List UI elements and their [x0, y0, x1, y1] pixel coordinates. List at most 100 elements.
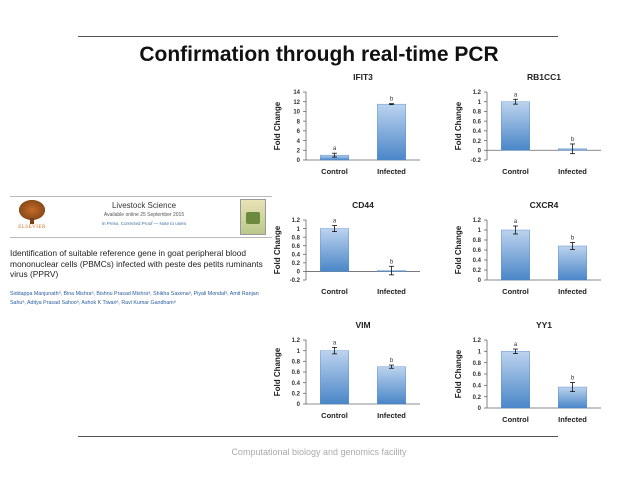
y-tick-label: 0 — [297, 158, 301, 164]
y-tick-label: 0.2 — [292, 261, 301, 267]
chart-title: RB1CC1 — [527, 72, 561, 82]
x-category-label: Infected — [558, 415, 587, 424]
y-tick-label: 1 — [478, 100, 482, 106]
chart-title: CXCR4 — [530, 200, 559, 210]
bar-infected — [377, 366, 406, 405]
y-tick-label: 14 — [293, 90, 300, 96]
significance-label: a — [333, 340, 337, 346]
significance-label: b — [390, 358, 394, 364]
bottom-rule — [78, 436, 558, 437]
x-category-label: Infected — [377, 167, 406, 176]
y-tick-label: 0.8 — [473, 110, 482, 116]
y-tick-label: 1.2 — [292, 218, 301, 224]
significance-label: a — [333, 219, 337, 225]
author-list[interactable]: Siddappa Manjunathᵃ, Bina Mishraᵃ, Bishn… — [10, 290, 259, 306]
y-axis-label: Fold Change — [454, 101, 463, 150]
chart-rb1cc1: RB1CC1 Fold Change -0.2 0 0.2 0.4 0.6 0.8 1 1.2 a C… — [454, 72, 601, 176]
chart-ifit3: IFIT3 Fold Change 0 2 4 6 8 10 12 14 a Control b Infe… — [273, 72, 420, 176]
y-tick-label: 1.2 — [292, 338, 301, 344]
y-tick-label: 10 — [293, 110, 300, 116]
significance-label: a — [514, 219, 518, 225]
bar-control — [320, 228, 349, 272]
x-category-label: Infected — [558, 287, 587, 296]
tree-icon — [19, 200, 45, 220]
y-tick-label: 1 — [478, 350, 482, 356]
paper-title: Identification of suitable reference gen… — [10, 248, 263, 279]
significance-label: b — [571, 137, 575, 143]
y-tick-label: 1.2 — [473, 218, 482, 224]
y-tick-label: 6 — [297, 129, 301, 135]
y-tick-label: 0.4 — [473, 384, 482, 390]
y-tick-label: 0.4 — [292, 381, 301, 387]
x-category-label: Control — [502, 287, 529, 296]
press-note-link[interactable]: In Press, Corrected Proof — Note to user… — [101, 221, 187, 226]
bar-infected — [377, 103, 406, 161]
chart-title: IFIT3 — [353, 72, 373, 82]
chart-yy1: YY1 Fold Change 0 0.2 0.4 0.6 0.8 1 1.2 a Control b… — [454, 320, 601, 424]
journal-name[interactable]: Livestock Science — [111, 201, 177, 210]
y-tick-label: 0 — [478, 278, 482, 284]
y-tick-label: 0 — [478, 148, 482, 154]
x-category-label: Infected — [377, 411, 406, 420]
y-tick-label: 0.4 — [473, 129, 482, 135]
significance-label: b — [390, 259, 394, 265]
chart-cd44: CD44 Fold Change -0.2 0 0.2 0.4 0.6 0.8 1 1.2 a Con… — [273, 200, 420, 296]
y-tick-label: 1 — [478, 228, 482, 234]
y-tick-label: 2 — [297, 148, 301, 154]
y-tick-label: 0.2 — [473, 139, 482, 145]
y-tick-label: 0 — [297, 402, 301, 408]
y-tick-label: 0.8 — [292, 360, 301, 366]
y-tick-label: 0.6 — [473, 372, 482, 378]
y-tick-label: 0.8 — [292, 235, 301, 241]
significance-label: b — [390, 97, 394, 103]
x-category-label: Control — [502, 415, 529, 424]
y-tick-label: 1.2 — [473, 338, 482, 344]
x-category-label: Control — [321, 287, 348, 296]
top-rule — [78, 36, 558, 37]
significance-label: b — [571, 376, 575, 382]
significance-label: b — [571, 236, 575, 242]
y-tick-label: 1.2 — [473, 90, 482, 96]
y-tick-label: 0.8 — [473, 238, 482, 244]
y-tick-label: 0.8 — [473, 361, 482, 367]
paper-card: ELSEVIER Livestock Science Available onl… — [10, 196, 272, 308]
significance-label: a — [514, 92, 518, 98]
y-tick-label: 1 — [297, 349, 301, 355]
x-category-label: Control — [321, 411, 348, 420]
y-tick-label: 0.4 — [292, 252, 301, 258]
online-date: Available online 25 September 2015 — [103, 212, 185, 218]
y-tick-label: 0.6 — [292, 370, 301, 376]
x-category-label: Infected — [377, 287, 406, 296]
elsevier-logo: ELSEVIER — [12, 200, 52, 234]
chart-title: VIM — [355, 320, 370, 330]
chart-title: CD44 — [352, 200, 374, 210]
y-tick-label: 8 — [297, 119, 301, 125]
chart-cxcr4: CXCR4 Fold Change 0 0.2 0.4 0.6 0.8 1 1.2 a Contro… — [454, 200, 601, 296]
chart-title: YY1 — [536, 320, 552, 330]
y-axis-label: Fold Change — [273, 101, 282, 150]
bar-control — [501, 351, 530, 409]
y-tick-label: -0.2 — [471, 158, 482, 164]
chart-vim: VIM Fold Change 0 0.2 0.4 0.6 0.8 1 1.2 a Control b… — [273, 320, 420, 420]
y-tick-label: 0.2 — [473, 395, 482, 401]
y-tick-label: 12 — [293, 100, 300, 106]
y-tick-label: 0 — [478, 406, 482, 412]
journal-cover-image — [240, 199, 266, 235]
y-axis-label: Fold Change — [454, 225, 463, 274]
y-axis-label: Fold Change — [454, 349, 463, 398]
y-tick-label: 0.6 — [473, 119, 482, 125]
y-tick-label: 0.2 — [292, 392, 301, 398]
y-tick-label: 4 — [297, 139, 301, 145]
x-category-label: Control — [321, 167, 348, 176]
x-category-label: Infected — [558, 167, 587, 176]
footer-text: Computational biology and genomics facil… — [231, 447, 407, 457]
y-tick-label: 0 — [297, 270, 301, 276]
y-tick-label: 0.4 — [473, 258, 482, 264]
bar-control — [320, 350, 349, 405]
y-tick-label: -0.2 — [290, 278, 301, 284]
significance-label: a — [514, 342, 518, 348]
bar-control — [501, 229, 530, 281]
x-category-label: Control — [502, 167, 529, 176]
journal-header: ELSEVIER Livestock Science Available onl… — [10, 196, 272, 238]
bar-control — [501, 101, 530, 151]
